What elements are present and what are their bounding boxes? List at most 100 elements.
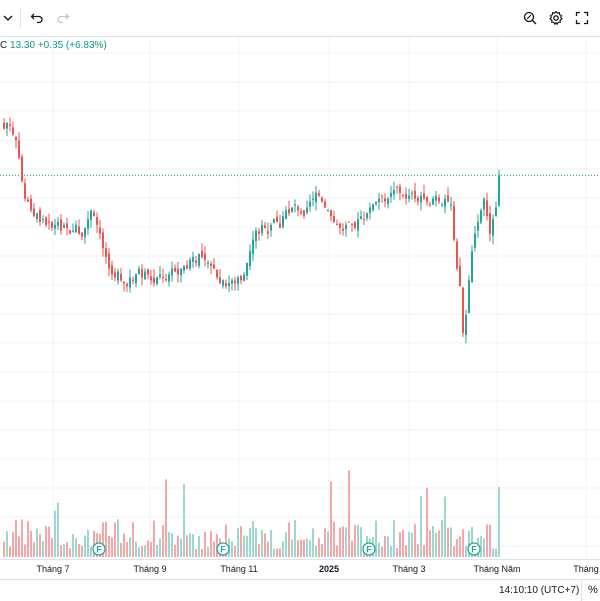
candle-body xyxy=(363,218,365,220)
gear-icon[interactable] xyxy=(544,6,568,30)
candle-body xyxy=(351,223,353,225)
time-label: Tháng Năm xyxy=(473,564,521,574)
volume-bar xyxy=(108,535,110,557)
volume-bar xyxy=(105,521,107,557)
candle-body xyxy=(144,271,146,280)
volume-bar xyxy=(456,539,458,557)
volume-bar xyxy=(318,538,320,557)
dividend-marker[interactable]: F xyxy=(362,542,376,556)
redo-icon[interactable] xyxy=(51,6,75,30)
volume-bar xyxy=(87,529,89,557)
volume-bar xyxy=(489,524,491,557)
volume-bar xyxy=(48,526,50,557)
dividend-marker[interactable]: F xyxy=(467,542,481,556)
volume-bar xyxy=(21,519,23,557)
volume-bar xyxy=(387,536,389,557)
candle-body xyxy=(111,265,113,275)
volume-bar xyxy=(396,548,398,557)
candle-body xyxy=(150,276,152,281)
legend-change-pct: (+6.83%) xyxy=(65,40,107,51)
price-legend: C 13.30 +0.85 (+6.83%) xyxy=(0,40,107,51)
candle-body xyxy=(300,211,302,214)
volume-bar xyxy=(237,528,239,557)
volume-bar xyxy=(351,540,353,557)
volume-bar xyxy=(129,537,131,557)
candle-body xyxy=(225,283,227,287)
volume-bar xyxy=(429,530,431,557)
volume-bar xyxy=(315,545,317,557)
volume-bar xyxy=(15,519,17,557)
candle-body xyxy=(282,216,284,228)
volume-bar xyxy=(123,533,125,557)
candle-body xyxy=(486,200,488,217)
fullscreen-icon[interactable] xyxy=(570,6,594,30)
candle-body xyxy=(132,279,134,281)
volume-bar xyxy=(432,525,434,557)
volume-bar xyxy=(135,541,137,557)
candle-body xyxy=(84,227,86,238)
candle-body xyxy=(186,264,188,269)
volume-bar xyxy=(408,532,410,557)
volume-bar xyxy=(111,537,113,557)
candle-body xyxy=(246,262,248,276)
candle-body xyxy=(99,227,101,234)
volume-bar xyxy=(324,528,326,557)
volume-bar xyxy=(267,541,269,557)
candle-body xyxy=(159,274,161,277)
volume-bar xyxy=(321,543,323,557)
candle-body xyxy=(219,277,221,284)
candle-body xyxy=(108,253,110,269)
volume-bar xyxy=(147,540,149,557)
volume-bar xyxy=(420,495,422,557)
candle-body xyxy=(126,284,128,287)
percent-toggle[interactable]: % xyxy=(588,584,598,596)
volume-bar xyxy=(495,548,497,557)
candle-body xyxy=(57,222,59,226)
candle-body xyxy=(384,198,386,202)
candle-body xyxy=(72,230,74,232)
candle-body xyxy=(243,274,245,282)
volume-bar xyxy=(444,496,446,557)
volume-bar xyxy=(378,542,380,557)
undo-icon[interactable] xyxy=(25,6,49,30)
candle-body xyxy=(213,264,215,269)
volume-bar xyxy=(84,535,86,557)
volume-bar xyxy=(195,548,197,557)
volume-bar xyxy=(333,521,335,557)
dividend-marker[interactable]: F xyxy=(92,542,106,556)
candle-body xyxy=(90,210,92,221)
dividend-marker[interactable]: F xyxy=(216,542,230,556)
zoom-icon[interactable] xyxy=(518,6,542,30)
volume-bar xyxy=(261,530,263,557)
volume-bar xyxy=(18,536,20,557)
candle-body xyxy=(381,195,383,197)
volume-bar xyxy=(192,534,194,557)
volume-bar xyxy=(132,522,134,557)
volume-bar xyxy=(6,531,8,557)
candle-body xyxy=(330,210,332,217)
time-axis[interactable]: Tháng 7 Tháng 9 Tháng 11 2025 Tháng 3 Th… xyxy=(0,559,600,580)
candle-body xyxy=(165,278,167,281)
candle-body xyxy=(306,207,308,213)
candle-body xyxy=(450,204,452,206)
volume-bar xyxy=(453,545,455,557)
volume-bar xyxy=(423,545,425,557)
volume-bar xyxy=(288,522,290,557)
candle-body xyxy=(378,198,380,203)
candle-body xyxy=(291,207,293,212)
candle-body xyxy=(63,224,65,228)
volume-bar xyxy=(402,529,404,557)
candle-body xyxy=(189,259,191,269)
volume-bar xyxy=(240,526,242,557)
time-label: Tháng 11 xyxy=(220,564,258,574)
candle-body xyxy=(420,195,422,203)
candle-body xyxy=(45,217,47,225)
time-label: Tháng 9 xyxy=(133,564,167,574)
volume-bar xyxy=(438,530,440,557)
candle-body xyxy=(366,213,368,219)
candle-body xyxy=(117,271,119,281)
candle-body xyxy=(369,207,371,213)
volume-bar xyxy=(81,545,83,557)
chevron-down-icon[interactable] xyxy=(0,6,20,30)
